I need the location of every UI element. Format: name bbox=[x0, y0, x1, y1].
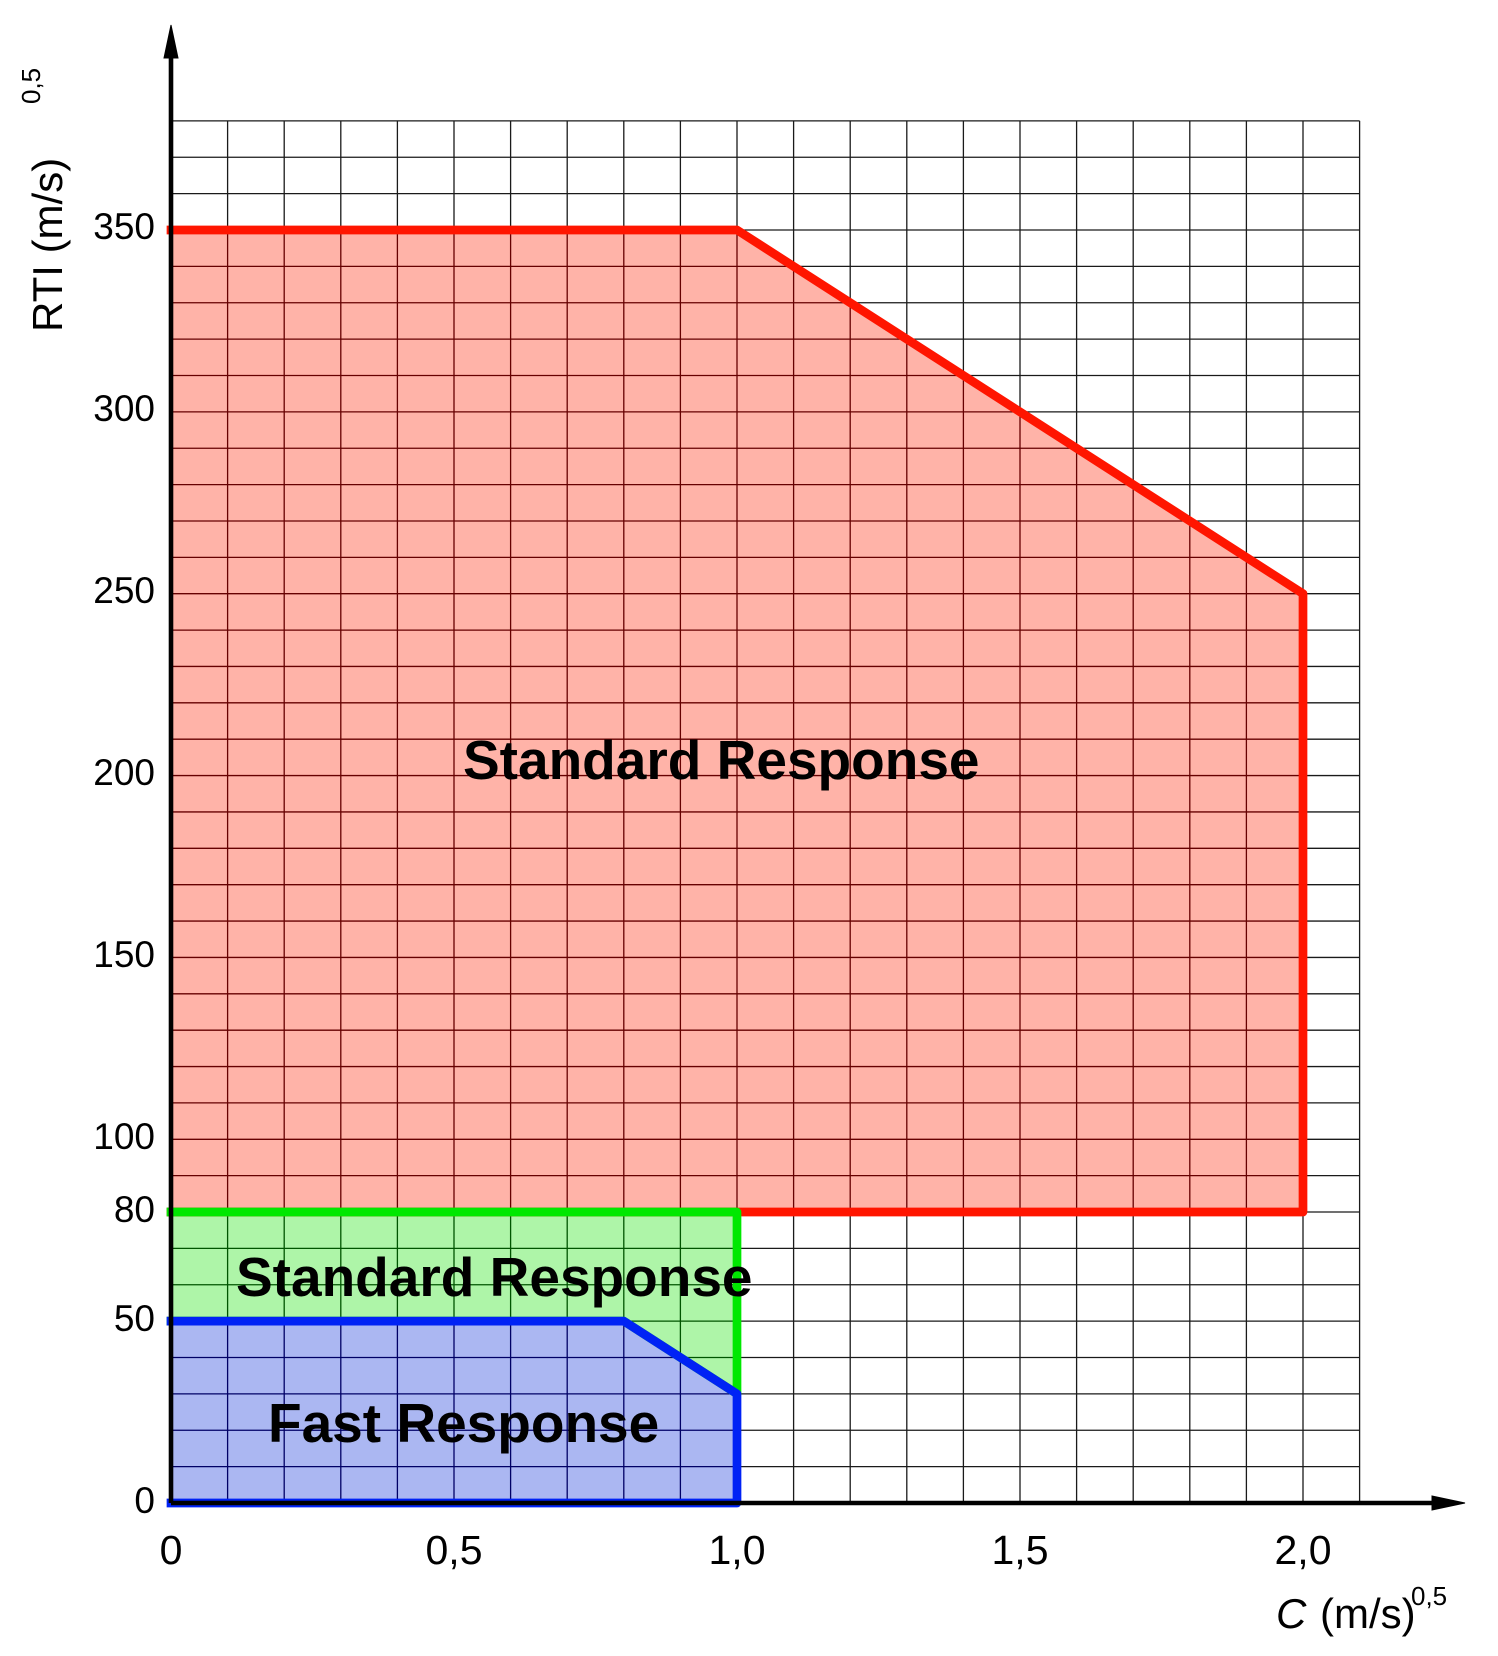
svg-text:0: 0 bbox=[160, 1527, 183, 1573]
svg-text:0,5: 0,5 bbox=[426, 1527, 483, 1573]
svg-text:Standard Response: Standard Response bbox=[236, 1246, 753, 1308]
svg-text:1,5: 1,5 bbox=[992, 1527, 1049, 1573]
svg-text:200: 200 bbox=[93, 752, 155, 793]
svg-text:100: 100 bbox=[93, 1116, 155, 1157]
svg-text:1,0: 1,0 bbox=[709, 1527, 766, 1573]
svg-text:0,5: 0,5 bbox=[1411, 1581, 1447, 1611]
svg-text:300: 300 bbox=[93, 388, 155, 429]
svg-text:Fast Response: Fast Response bbox=[268, 1392, 659, 1454]
svg-text:Standard Response: Standard Response bbox=[463, 729, 980, 791]
svg-text:350: 350 bbox=[93, 206, 155, 247]
svg-text:150: 150 bbox=[93, 934, 155, 975]
svg-text:RTI (m/s): RTI (m/s) bbox=[24, 158, 71, 332]
svg-text:0: 0 bbox=[134, 1480, 155, 1521]
svg-text:C: C bbox=[1276, 1590, 1307, 1637]
svg-text:50: 50 bbox=[114, 1298, 155, 1339]
svg-text:(m/s): (m/s) bbox=[1320, 1590, 1416, 1637]
svg-text:250: 250 bbox=[93, 570, 155, 611]
svg-text:80: 80 bbox=[114, 1189, 155, 1230]
svg-text:0,5: 0,5 bbox=[16, 68, 46, 104]
svg-text:2,0: 2,0 bbox=[1275, 1527, 1332, 1573]
